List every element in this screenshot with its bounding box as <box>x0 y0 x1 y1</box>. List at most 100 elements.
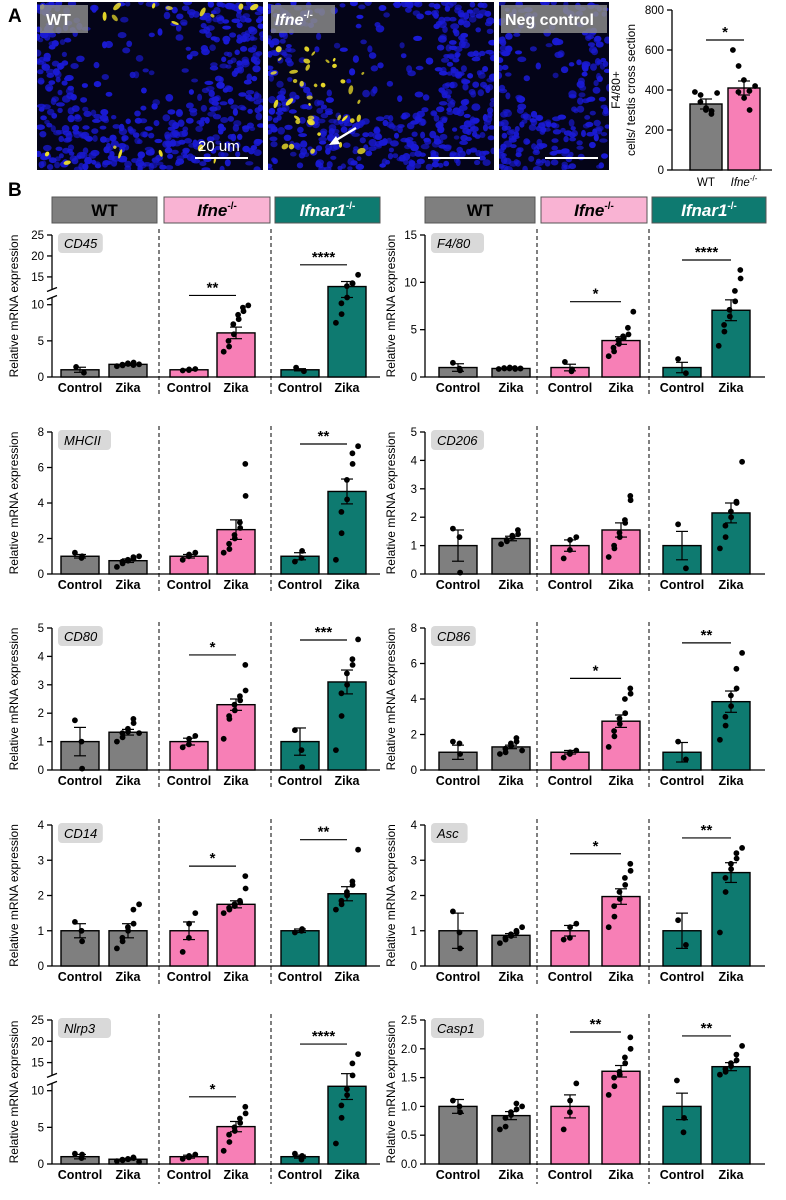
nucleus <box>499 57 504 64</box>
nucleus <box>71 157 79 165</box>
nucleus <box>139 118 148 124</box>
nucleus <box>237 133 243 140</box>
nucleus <box>399 42 405 49</box>
nucleus <box>168 119 177 127</box>
significance-label: ** <box>701 627 713 644</box>
group-header-wt <box>424 196 536 224</box>
nucleus <box>165 165 174 170</box>
x-tick-label: Control <box>660 970 704 984</box>
nucleus <box>253 100 262 105</box>
nucleus <box>326 89 332 97</box>
data-point <box>722 889 729 895</box>
data-point <box>728 1060 734 1067</box>
nucleus <box>358 119 366 126</box>
data-point <box>513 735 520 741</box>
micrograph-neg-control: Neg control <box>499 2 609 170</box>
y-tick-label: 1 <box>38 926 44 938</box>
gene-label: CD86 <box>437 629 471 644</box>
scale-bar-label: 20 um <box>198 138 240 155</box>
x-tick-label: Control <box>278 1168 322 1182</box>
data-point <box>130 716 137 722</box>
x-tick-label: Control <box>436 774 480 788</box>
data-point <box>627 493 634 499</box>
chart-a-f4-80-count: 0 200 400 600 800 F4/80+ cells/ testis cross s… <box>609 5 772 189</box>
x-tick-label: Zika <box>498 578 524 592</box>
f4-80-stain <box>288 143 295 150</box>
nucleus <box>252 65 261 73</box>
data-point <box>616 889 623 895</box>
nucleus <box>441 57 450 63</box>
nucleus <box>277 127 286 135</box>
nucleus <box>46 73 55 78</box>
nucleus <box>600 132 608 137</box>
data-point <box>333 319 339 326</box>
nucleus <box>446 61 454 67</box>
nucleus <box>82 106 89 112</box>
data-point <box>622 710 629 717</box>
data-point <box>186 366 193 373</box>
data-point <box>344 477 350 483</box>
nucleus <box>477 72 486 79</box>
nucleus <box>182 147 190 153</box>
y-tick-label: 0 <box>411 372 417 384</box>
data-point <box>726 306 733 313</box>
gene-label: Nlrp3 <box>64 1021 96 1036</box>
significance-label: ** <box>318 824 330 841</box>
nucleus <box>411 131 418 137</box>
nucleus <box>57 89 63 96</box>
nucleus <box>37 58 41 64</box>
nucleus <box>441 91 448 99</box>
x-tick-label: Control <box>660 1168 704 1182</box>
nucleus <box>177 119 185 127</box>
nucleus <box>438 144 448 149</box>
nucleus <box>230 104 239 110</box>
nucleus <box>499 84 506 92</box>
data-point <box>114 363 120 370</box>
y-tick-label: 0 <box>411 569 417 581</box>
bar <box>711 871 751 967</box>
gene-label-box <box>58 430 111 450</box>
y-tick-label: 15 <box>31 1058 44 1070</box>
nucleus <box>460 99 469 106</box>
data-point <box>338 897 345 904</box>
nucleus <box>253 166 261 170</box>
nucleus <box>398 154 406 162</box>
nucleus <box>488 39 494 46</box>
group-header-label: Ifne-/- <box>197 201 237 220</box>
data-point <box>344 1092 350 1098</box>
y-tick-label: 4 <box>38 651 45 663</box>
nucleus <box>257 104 263 112</box>
nucleus <box>204 12 211 18</box>
nucleus <box>37 77 45 85</box>
nucleus <box>370 88 376 97</box>
significance-label: * <box>722 24 728 41</box>
nucleus <box>327 133 335 141</box>
x-tick-label: Zika <box>498 970 524 984</box>
data-point <box>513 1106 520 1113</box>
nucleus <box>592 128 598 135</box>
nucleus <box>601 153 608 159</box>
nucleus <box>81 83 88 88</box>
nucleus <box>591 48 599 56</box>
nucleus <box>276 80 284 88</box>
x-tick-label: Control <box>167 970 211 984</box>
nucleus <box>442 26 448 33</box>
x-tick-label: Control <box>548 381 592 395</box>
nucleus <box>551 145 558 151</box>
data-point <box>242 662 249 668</box>
nucleus <box>416 13 424 20</box>
data-point <box>627 1045 634 1052</box>
nucleus <box>133 71 140 79</box>
nucleus <box>237 66 245 74</box>
nucleus <box>480 81 487 88</box>
data-point <box>349 1072 356 1079</box>
nucleus <box>431 111 437 116</box>
nucleus <box>397 95 403 102</box>
nucleus <box>131 158 139 163</box>
data-point <box>497 1126 503 1133</box>
data-point <box>72 549 78 556</box>
data-point <box>226 1139 233 1145</box>
significance-label: * <box>210 1081 216 1098</box>
nucleus <box>185 46 191 51</box>
f4-80-stain <box>250 3 259 11</box>
